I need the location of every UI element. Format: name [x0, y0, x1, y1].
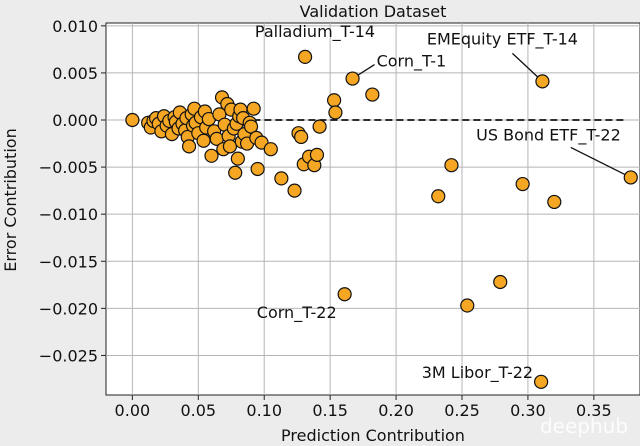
- annotation-label: 3M Libor_T-22: [422, 363, 533, 383]
- data-point: [222, 139, 238, 154]
- y-tick-label: 0.000: [52, 111, 98, 130]
- y-tick-label: −0.020: [39, 299, 98, 318]
- data-point: [297, 49, 313, 65]
- data-point: [250, 161, 265, 177]
- data-point: [274, 171, 289, 186]
- watermark: deephub: [540, 414, 628, 438]
- data-point: [246, 101, 261, 116]
- annotation-label: Palladium_T-14: [255, 22, 375, 42]
- data-point: [309, 147, 325, 162]
- x-tick-labels: 0.00 0.05 0.10 0.15 0.20 0.25 0.30 0.35: [115, 395, 612, 420]
- data-point: [243, 119, 259, 134]
- data-point: [196, 133, 211, 148]
- x-tick-label: 0.25: [444, 401, 480, 420]
- data-point: [125, 112, 140, 128]
- y-tick-label: 0.005: [52, 64, 98, 83]
- x-tick-label: 0.00: [115, 401, 151, 420]
- y-tick-label: −0.010: [39, 205, 98, 224]
- data-point: [493, 274, 508, 290]
- data-points: [125, 49, 638, 389]
- x-tick-label: 0.15: [312, 401, 348, 420]
- data-point: [444, 158, 459, 173]
- y-tick-label: −0.025: [39, 346, 98, 365]
- data-point: [345, 71, 360, 86]
- chart-title: Validation Dataset: [300, 2, 447, 21]
- annotation-label: US Bond ETF_T-22: [476, 125, 621, 145]
- data-point: [547, 194, 562, 210]
- y-tick-label: 0.010: [52, 17, 98, 36]
- y-tick-label: −0.005: [39, 158, 98, 177]
- x-tick-label: 0.10: [246, 401, 282, 420]
- data-point: [294, 129, 309, 145]
- annotation-arrow: [570, 146, 632, 179]
- x-axis-title: Prediction Contribution: [281, 426, 465, 445]
- data-point: [623, 170, 638, 185]
- data-point: [230, 151, 245, 166]
- annotation-label: EMEquity ETF_T-14: [427, 29, 578, 49]
- x-tick-label: 0.20: [378, 401, 414, 420]
- data-point: [535, 74, 550, 89]
- annotation-label: Corn_T-1: [377, 52, 447, 72]
- y-tick-labels: 0.010 0.005 0.000 −0.005 −0.010 −0.015 −0.020 −…: [39, 17, 106, 365]
- y-axis-title: Error Contribution: [1, 128, 20, 271]
- data-point: [365, 87, 380, 102]
- x-tick-label: 0.30: [510, 401, 546, 420]
- x-tick-label: 0.35: [576, 401, 612, 420]
- x-tick-label: 0.05: [180, 401, 216, 420]
- plot-area: [105, 22, 640, 396]
- data-point: [337, 287, 352, 302]
- data-point: [515, 176, 530, 192]
- annotation-label: Corn_T-22: [257, 303, 337, 323]
- data-point: [328, 105, 343, 120]
- data-point: [204, 148, 219, 163]
- data-point: [431, 189, 446, 204]
- data-point: [534, 374, 549, 389]
- data-point: [263, 142, 278, 157]
- data-point: [181, 139, 197, 154]
- y-tick-label: −0.015: [39, 252, 98, 271]
- data-point: [287, 183, 302, 198]
- data-point: [327, 93, 342, 108]
- data-point: [312, 119, 327, 134]
- data-point: [228, 165, 243, 180]
- data-point: [460, 298, 475, 313]
